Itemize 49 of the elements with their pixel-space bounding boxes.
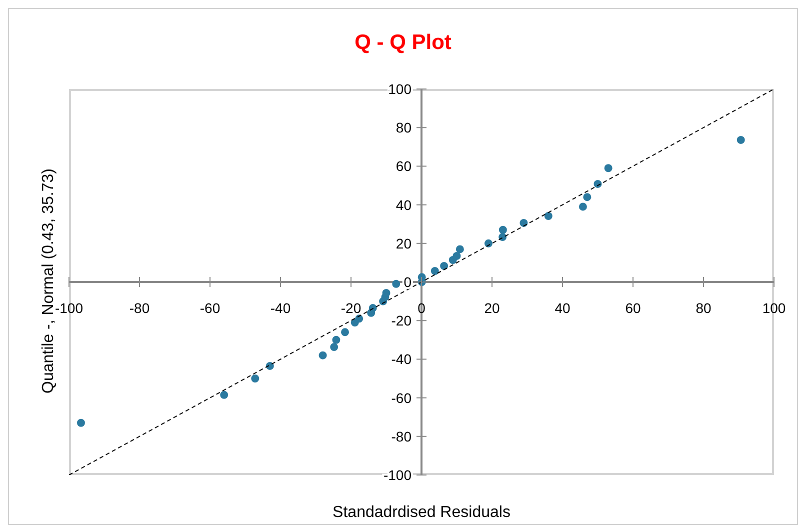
x-tick-label: 60	[625, 300, 641, 316]
x-tick-label: 0	[418, 300, 426, 316]
x-axis-title: Standadrdised Residuals	[332, 504, 512, 522]
point	[498, 226, 507, 234]
point	[318, 351, 327, 360]
point	[544, 212, 552, 220]
y-tick-label: 20	[396, 235, 412, 252]
point	[76, 418, 85, 427]
x-tick-label: -40	[270, 300, 291, 316]
point	[452, 252, 461, 260]
y-tick-label: 40	[396, 196, 412, 213]
point	[484, 239, 492, 248]
point	[583, 193, 592, 202]
y-axis-title: Quantile -, Normal (0.43, 35.73)	[40, 168, 57, 396]
y-tick-label: -80	[391, 428, 412, 444]
y-tick-label: 100	[388, 81, 412, 97]
point	[332, 336, 340, 344]
x-tick-label: -20	[340, 300, 362, 316]
point	[220, 390, 228, 399]
y-tick-label: 60	[396, 158, 412, 174]
y-tick-label: -20	[391, 312, 412, 329]
x-tick-label: 40	[554, 300, 570, 316]
x-tick-label: 100	[762, 300, 786, 316]
point	[456, 245, 464, 254]
x-tick-label: 20	[484, 300, 500, 316]
point	[266, 362, 274, 370]
point	[440, 262, 448, 270]
point	[330, 343, 338, 352]
y-tick-label: 80	[396, 120, 412, 136]
x-tick-label: 80	[696, 300, 712, 316]
y-tick-label: -100	[383, 467, 412, 483]
x-tick-label: -60	[200, 300, 220, 316]
point	[594, 180, 602, 188]
point	[604, 164, 612, 172]
chart-title: Q - Q Plot	[354, 31, 452, 55]
point	[382, 289, 390, 297]
point	[430, 267, 439, 275]
point	[736, 136, 745, 144]
point	[392, 280, 400, 288]
y-tick-label: 0	[404, 274, 412, 290]
y-tick-label: -40	[391, 351, 412, 368]
point	[341, 328, 350, 336]
x-tick-label: -80	[129, 300, 150, 316]
point	[251, 374, 260, 382]
y-tick-label: -60	[391, 390, 412, 406]
point	[355, 314, 364, 323]
point	[578, 202, 587, 211]
point	[520, 218, 528, 227]
x-tick-label: -100	[54, 300, 84, 316]
